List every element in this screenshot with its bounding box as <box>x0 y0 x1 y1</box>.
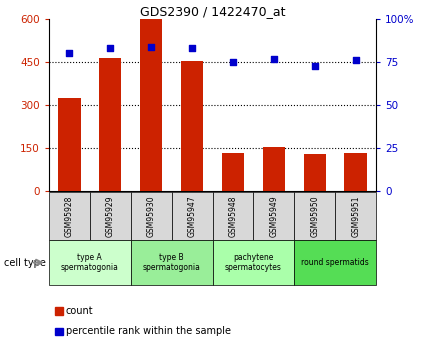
Text: GSM95947: GSM95947 <box>187 195 196 237</box>
Text: count: count <box>66 306 94 315</box>
Bar <box>222 152 244 191</box>
FancyBboxPatch shape <box>90 192 131 240</box>
Bar <box>344 152 367 191</box>
Point <box>270 56 277 61</box>
FancyBboxPatch shape <box>294 240 376 285</box>
Bar <box>55 328 63 335</box>
Bar <box>55 307 63 315</box>
Point <box>148 44 155 49</box>
Title: GDS2390 / 1422470_at: GDS2390 / 1422470_at <box>140 5 285 18</box>
Point <box>230 59 236 65</box>
Text: GSM95949: GSM95949 <box>269 195 278 237</box>
FancyBboxPatch shape <box>172 192 212 240</box>
Point <box>107 46 113 51</box>
Text: GSM95928: GSM95928 <box>65 195 74 237</box>
Point <box>312 63 318 68</box>
Point <box>189 46 196 51</box>
Text: type A
spermatogonia: type A spermatogonia <box>61 253 119 272</box>
FancyBboxPatch shape <box>131 192 172 240</box>
FancyBboxPatch shape <box>294 192 335 240</box>
Text: GSM95951: GSM95951 <box>351 195 360 237</box>
Bar <box>58 98 81 191</box>
Text: GSM95930: GSM95930 <box>147 195 156 237</box>
Text: percentile rank within the sample: percentile rank within the sample <box>66 326 231 336</box>
FancyBboxPatch shape <box>212 240 294 285</box>
Point <box>66 51 73 56</box>
Text: round spermatids: round spermatids <box>301 258 369 267</box>
Text: cell type: cell type <box>4 258 46 267</box>
FancyBboxPatch shape <box>212 192 253 240</box>
FancyBboxPatch shape <box>131 240 212 285</box>
Bar <box>263 147 285 191</box>
Bar <box>99 58 122 191</box>
FancyBboxPatch shape <box>49 240 131 285</box>
Bar <box>181 61 203 191</box>
FancyBboxPatch shape <box>49 192 90 240</box>
Bar <box>303 154 326 191</box>
Bar <box>140 19 162 191</box>
Text: GSM95950: GSM95950 <box>310 195 319 237</box>
Text: pachytene
spermatocytes: pachytene spermatocytes <box>225 253 282 272</box>
Text: GSM95929: GSM95929 <box>106 195 115 237</box>
FancyBboxPatch shape <box>253 192 294 240</box>
Point <box>352 58 359 63</box>
Text: type B
spermatogonia: type B spermatogonia <box>143 253 201 272</box>
FancyBboxPatch shape <box>335 192 376 240</box>
Text: GSM95948: GSM95948 <box>229 195 238 237</box>
